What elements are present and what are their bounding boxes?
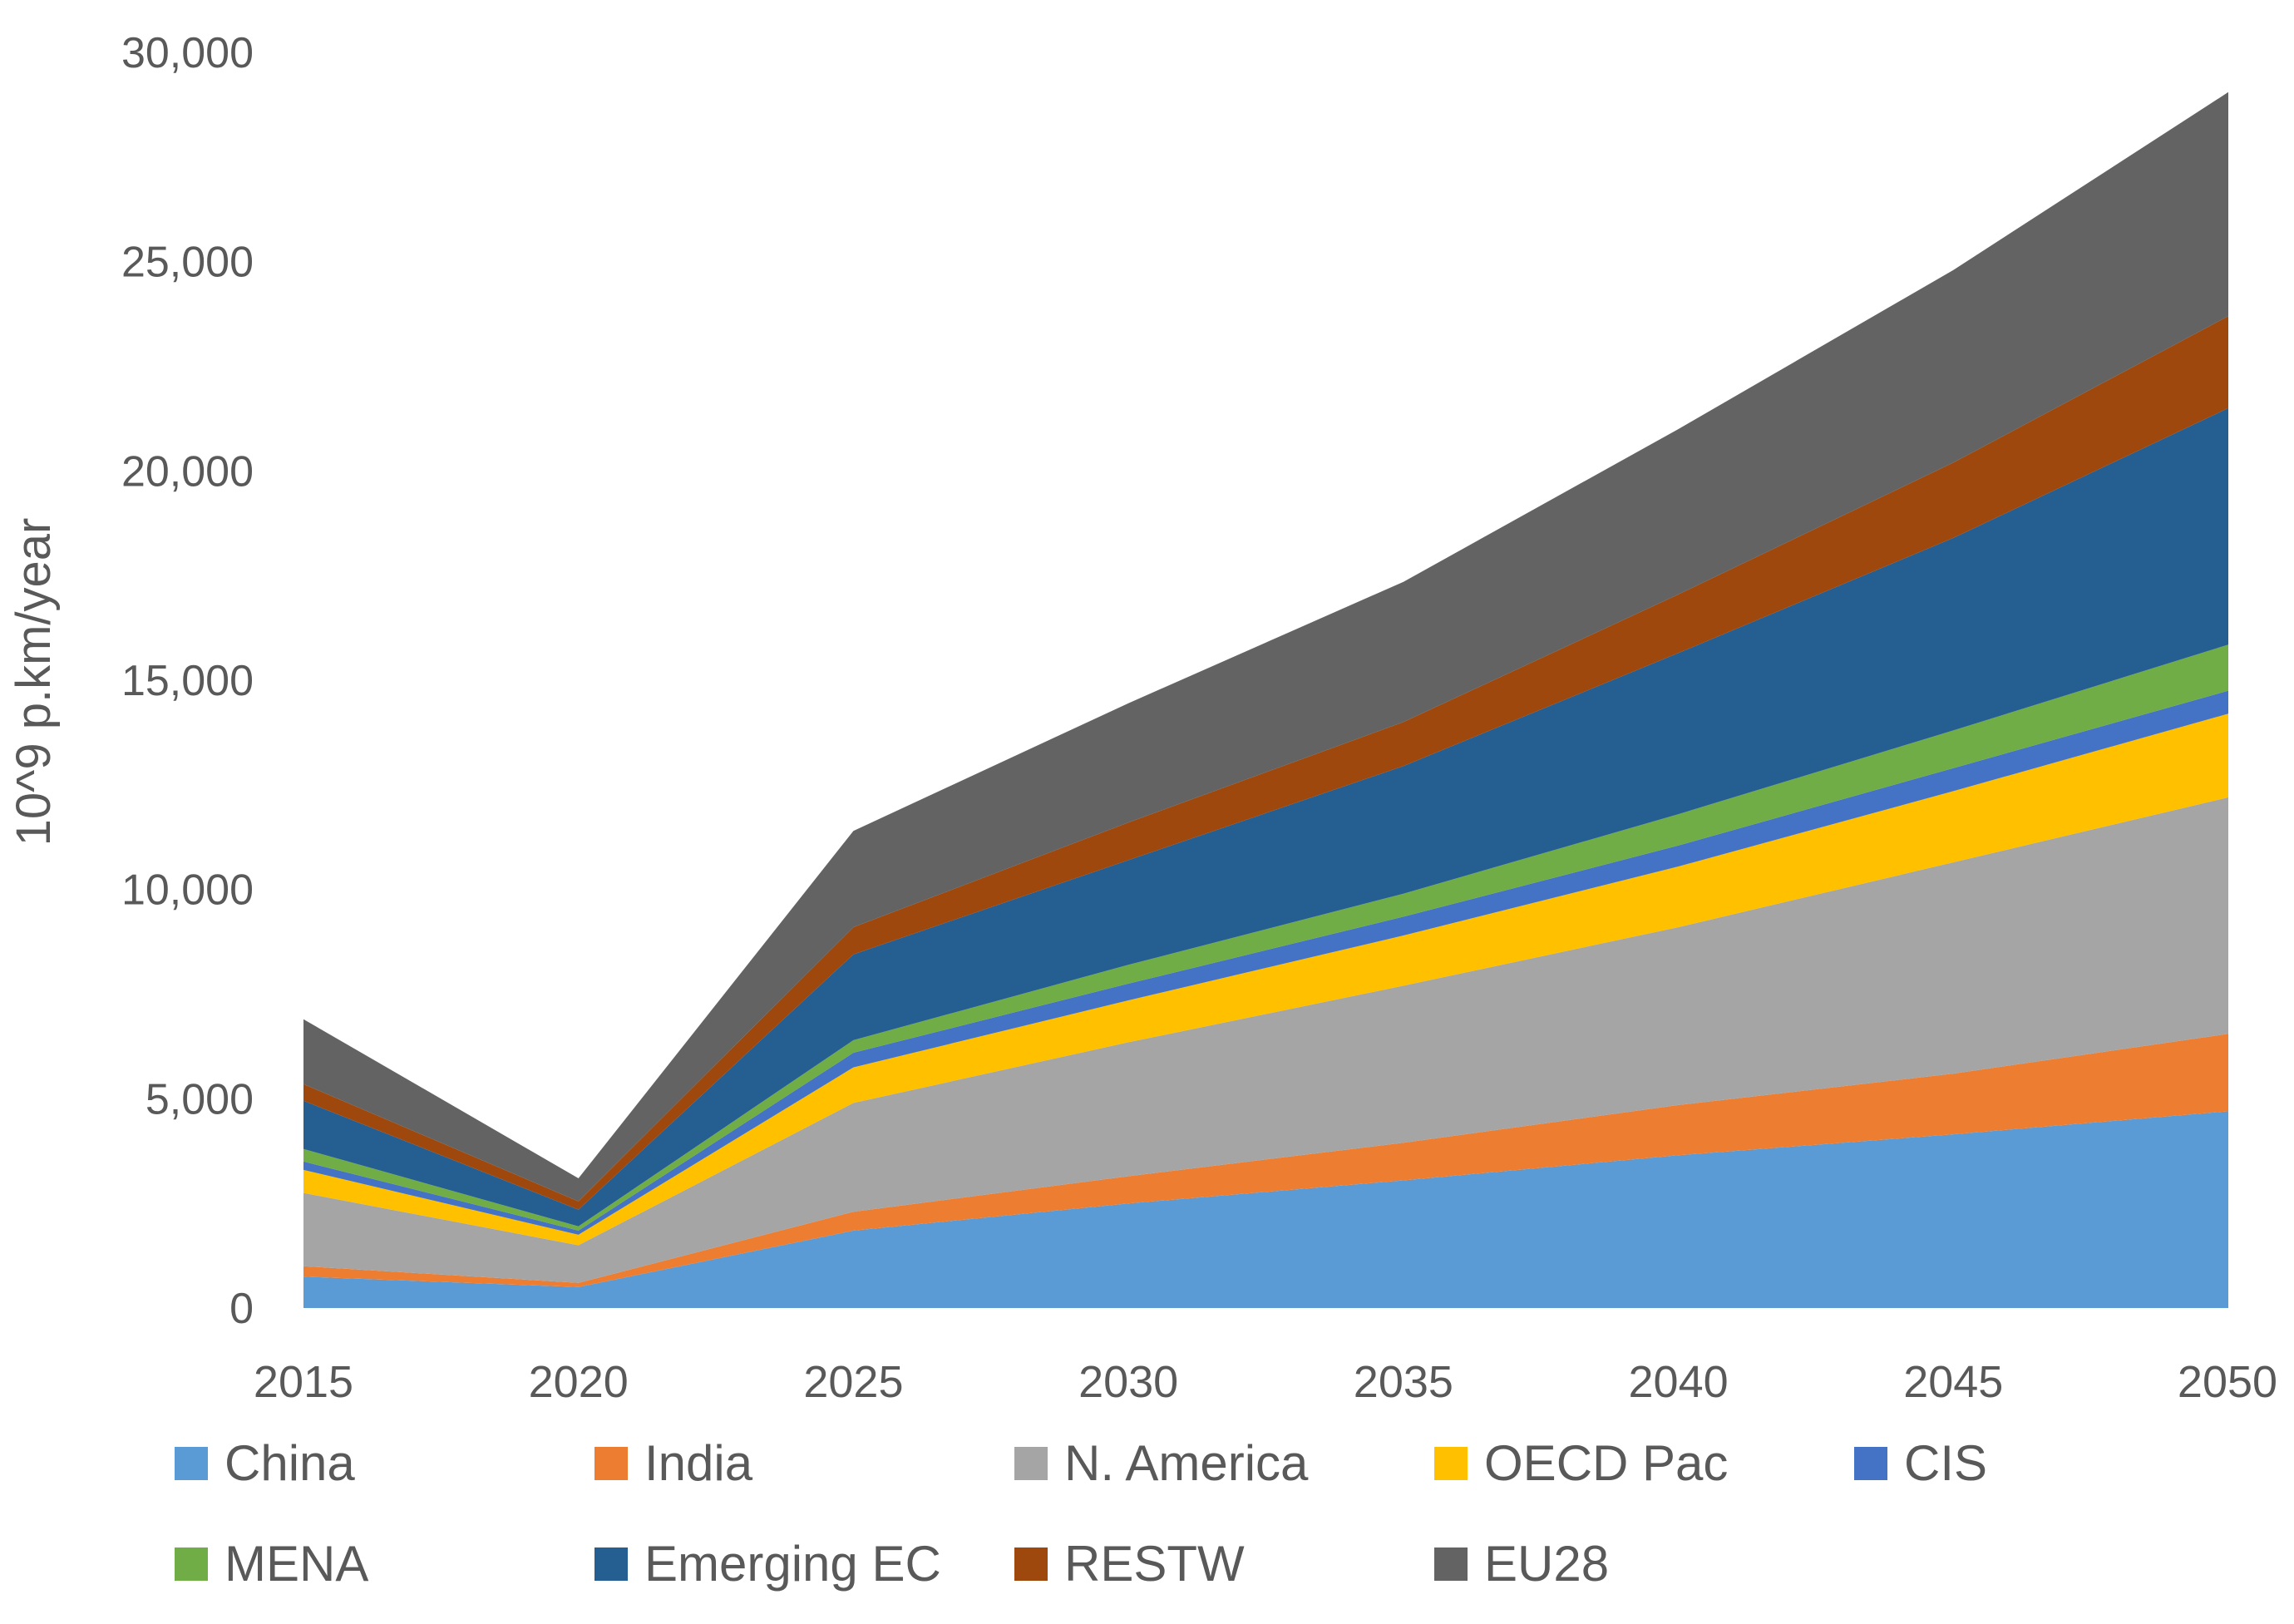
legend-label: RESTW <box>1064 1536 1245 1592</box>
x-tick-label: 2040 <box>1629 1357 1729 1407</box>
area-n-america <box>303 797 2228 1283</box>
x-tick-label: 2025 <box>803 1357 903 1407</box>
y-tick-label: 5,000 <box>146 1075 254 1123</box>
area-eu28 <box>303 91 2228 1202</box>
y-tick-label: 0 <box>229 1285 254 1333</box>
legend-swatch <box>1434 1446 1468 1480</box>
legend-swatch <box>1434 1547 1468 1581</box>
legend-swatch <box>594 1446 628 1480</box>
legend-item: EU28 <box>1434 1535 1854 1592</box>
legend-item: N. America <box>1014 1434 1434 1492</box>
legend-label: N. America <box>1064 1435 1309 1491</box>
legend-label: OECD Pac <box>1484 1435 1729 1491</box>
legend-label: China <box>224 1435 355 1491</box>
legend-swatch <box>175 1446 208 1480</box>
legend-label: Emerging EC <box>644 1536 941 1592</box>
y-tick-label: 10,000 <box>121 866 254 915</box>
x-tick-label: 2050 <box>2178 1357 2277 1407</box>
legend-item: Emerging EC <box>594 1535 1014 1592</box>
area-oecd-pac <box>303 713 2228 1246</box>
legend-item: India <box>594 1434 1014 1492</box>
y-tick-label: 15,000 <box>121 657 254 705</box>
legend-item: RESTW <box>1014 1535 1434 1592</box>
x-axis-ticks: 2015 2020 2025 2030 2035 2040 2045 2050 <box>254 1357 2277 1407</box>
area-mena <box>303 644 2228 1231</box>
legend-label: MENA <box>224 1536 369 1592</box>
legend-item: CIS <box>1854 1434 2237 1492</box>
area-emerging-ec <box>303 407 2228 1227</box>
legend-swatch <box>175 1547 208 1581</box>
x-tick-label: 2015 <box>254 1357 353 1407</box>
y-tick-label: 30,000 <box>121 29 254 77</box>
legend-swatch <box>1014 1446 1048 1480</box>
y-axis-ticks: 0 5,000 10,000 15,000 20,000 25,000 30,000 <box>121 29 254 1333</box>
area-cis <box>303 690 2228 1235</box>
legend: China India N. America OECD Pac CIS MENA Emerg… <box>175 1434 2237 1592</box>
x-tick-label: 2020 <box>529 1357 629 1407</box>
x-tick-label: 2035 <box>1354 1357 1453 1407</box>
area-china <box>303 1111 2228 1308</box>
area-india <box>303 1034 2228 1287</box>
y-tick-label: 20,000 <box>121 447 254 496</box>
legend-swatch <box>594 1547 628 1581</box>
x-tick-label: 2030 <box>1078 1357 1178 1407</box>
legend-swatch <box>1014 1547 1048 1581</box>
area-layers <box>303 91 2228 1308</box>
x-tick-label: 2045 <box>1903 1357 2003 1407</box>
legend-item: China <box>175 1434 594 1492</box>
y-axis-label: 10^9 p.km/year <box>7 518 61 847</box>
legend-label: CIS <box>1904 1435 1988 1491</box>
legend-label: EU28 <box>1484 1536 1610 1592</box>
legend-swatch <box>1854 1446 1887 1480</box>
legend-item: MENA <box>175 1535 594 1592</box>
y-tick-label: 25,000 <box>121 239 254 287</box>
legend-label: India <box>644 1435 753 1491</box>
legend-item: OECD Pac <box>1434 1434 1854 1492</box>
